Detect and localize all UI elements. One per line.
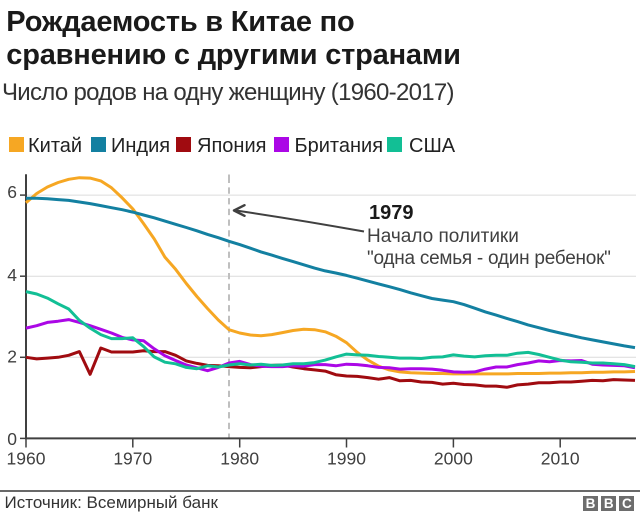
- svg-text:1990: 1990: [327, 449, 366, 469]
- svg-text:2000: 2000: [434, 449, 473, 469]
- svg-text:2: 2: [7, 347, 17, 367]
- svg-text:1970: 1970: [113, 449, 152, 469]
- svg-text:6: 6: [7, 182, 17, 202]
- svg-text:0: 0: [7, 429, 17, 449]
- svg-text:4: 4: [7, 265, 17, 285]
- svg-text:1960: 1960: [7, 449, 46, 469]
- svg-text:1980: 1980: [220, 449, 259, 469]
- svg-text:2010: 2010: [541, 449, 580, 469]
